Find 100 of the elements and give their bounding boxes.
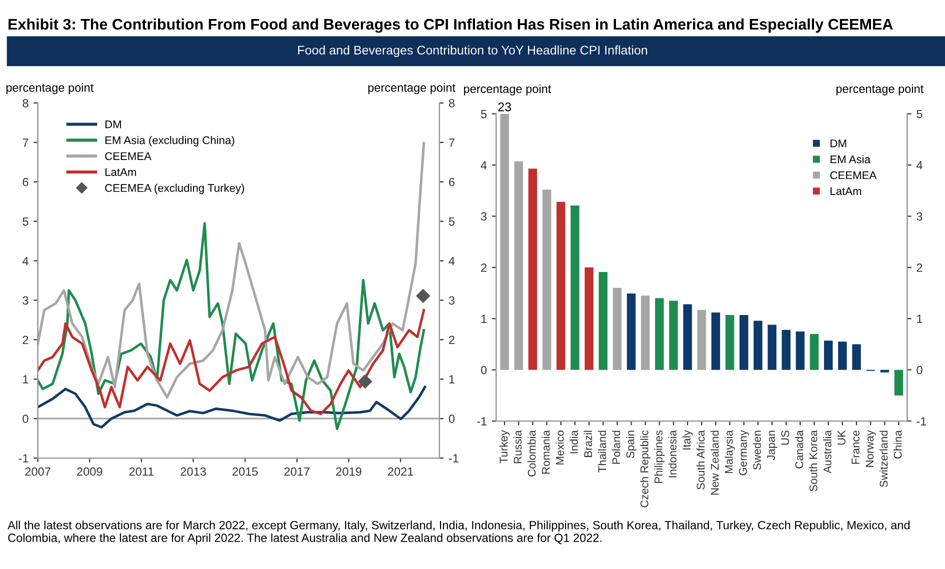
y-axis-title: percentage point <box>6 83 94 94</box>
x-tick-label: 2007 <box>25 467 50 476</box>
y-tick-label: -1 <box>477 417 487 426</box>
y2-tick-label: 2 <box>449 336 454 344</box>
x-tick-label: UK <box>838 430 846 445</box>
x-tick-label: Spain <box>626 430 636 458</box>
bar <box>584 267 594 370</box>
bar <box>740 315 748 370</box>
y-tick-label: 3 <box>22 296 28 305</box>
x-tick-label: Australia <box>823 430 832 474</box>
y-tick-label: 8 <box>22 99 28 108</box>
y-tick-label: 6 <box>22 178 28 186</box>
x-tick-label: Indonesia <box>668 430 676 478</box>
bar <box>683 304 692 370</box>
x-tick-label: Philippines <box>654 430 665 483</box>
y2-tick-label: 3 <box>448 296 454 305</box>
x-tick-label: 2017 <box>284 467 310 476</box>
text: 23 <box>498 102 511 112</box>
x-tick-label: Sweden <box>752 430 761 470</box>
y-tick-label: 1 <box>23 375 28 384</box>
text: All the latest observations are for March 2022, except Germany, Italy, Switzerland, India, Indonesia, Philippines, South Korea, Thailand, Turkey, Czech Republic, Mexico, and Colombia, where the latest are for April 2022. The latest Australia and New Zealand observations are for Q1 2022. <box>8 520 910 544</box>
bar <box>725 315 734 370</box>
x-tick-label: Italy <box>682 430 693 450</box>
y2-tick-label: 4 <box>448 256 455 266</box>
chart-title: Exhibit 3: The Contribution From Food and Beverages to CPI Inflation Has Risen in Latin America and Especially CEEMEA <box>8 18 893 33</box>
bar <box>782 330 790 370</box>
x-tick-label: Czech Republic <box>640 430 651 508</box>
x-tick-label: 2019 <box>336 467 362 476</box>
y2-tick-label: 3 <box>916 212 922 221</box>
x-tick-label: 2013 <box>180 467 206 476</box>
x-tick-label: Norway <box>866 430 876 467</box>
y2-tick-label: 8 <box>448 99 455 108</box>
y-tick-label: 2 <box>22 336 28 344</box>
bar <box>852 344 861 370</box>
y2-tick-label: 6 <box>449 178 454 186</box>
y2-axis-title: percentage point <box>368 83 456 94</box>
y-tick-label: 5 <box>22 217 28 226</box>
y-tick-label: 0 <box>22 414 28 423</box>
bar <box>655 298 664 370</box>
y2-tick-label: -1 <box>448 454 458 462</box>
bar <box>570 205 580 370</box>
bar <box>880 370 890 372</box>
x-tick-label: Canada <box>795 430 804 468</box>
x-tick-label: Malaysia <box>724 430 735 474</box>
y2-tick-label: 1 <box>449 375 454 384</box>
x-tick-label: Thailand <box>598 430 606 472</box>
legend-label: LatAm <box>105 168 136 176</box>
bar <box>640 296 650 370</box>
x-tick-label: 2015 <box>232 467 258 476</box>
bar <box>796 331 805 370</box>
bar <box>598 272 608 370</box>
y2-tick-label: 0 <box>448 414 455 423</box>
x-tick-label: Russia <box>513 430 522 464</box>
bar <box>697 310 706 370</box>
y-axis-title: percentage point <box>464 84 552 96</box>
y2-tick-label: 0 <box>916 366 922 374</box>
bar <box>542 190 552 370</box>
x-tick-label: China <box>894 430 902 459</box>
bar <box>894 370 904 396</box>
x-tick-label: New Zealand <box>710 430 719 495</box>
y-tick-label: -1 <box>18 454 28 462</box>
legend-label: LatAm <box>830 187 862 196</box>
y2-tick-label: 5 <box>448 217 455 226</box>
x-tick-label: Romania <box>542 430 550 474</box>
y2-tick-label: 4 <box>916 161 922 170</box>
legend-label: CEEMEA <box>830 171 877 180</box>
x-tick-label: Mexico <box>556 430 564 464</box>
x-tick-label: 2011 <box>129 467 154 476</box>
y2-tick-label: 2 <box>916 263 922 272</box>
legend-label: CEEMEA (excluding Turkey) <box>105 184 244 194</box>
bar <box>612 288 622 370</box>
y-tick-label: 5 <box>481 110 487 118</box>
x-tick-label: Colombia <box>528 430 536 476</box>
legend-label: EM Asia (excluding China) <box>105 136 234 146</box>
y-tick-label: 0 <box>480 366 487 374</box>
bar <box>669 300 678 370</box>
y-tick-label: 2 <box>481 263 487 272</box>
x-tick-label: France <box>852 430 860 464</box>
y2-tick-label: -1 <box>916 417 926 426</box>
bar <box>810 334 819 370</box>
x-tick-label: Brazil <box>584 430 592 457</box>
y-tick-label: 4 <box>22 256 28 266</box>
x-tick-label: Switzerland <box>879 430 888 488</box>
legend-label: CEEMEA <box>105 152 152 160</box>
x-tick-label: Poland <box>612 430 620 464</box>
y-tick-label: 3 <box>480 212 487 221</box>
bar <box>768 324 776 370</box>
y-tick-label: 1 <box>481 314 487 323</box>
y2-tick-label: 1 <box>917 314 922 323</box>
bar <box>754 320 762 370</box>
legend-label: DM <box>830 140 846 148</box>
y2-tick-label: 7 <box>449 138 454 147</box>
bar <box>528 168 538 370</box>
bar <box>626 294 636 370</box>
bar <box>514 161 524 370</box>
line-series <box>38 308 426 416</box>
x-tick-label: Turkey <box>499 430 510 464</box>
y2-tick-label: 5 <box>916 110 922 118</box>
x-tick-label: 2009 <box>77 467 102 476</box>
legend-label: DM <box>105 120 121 128</box>
